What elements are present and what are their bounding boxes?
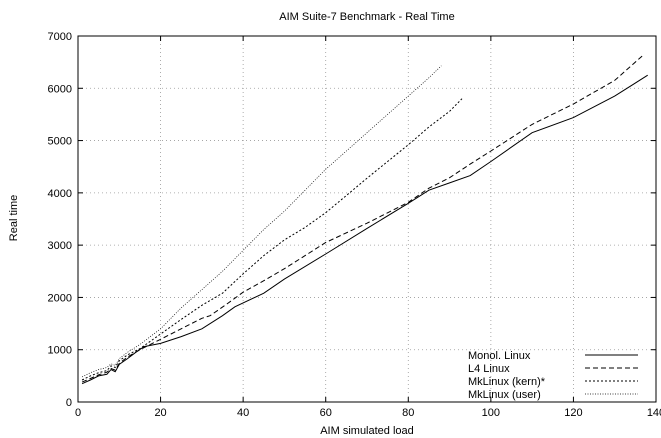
series-line-4	[81, 65, 442, 378]
chart-title: AIM Suite-7 Benchmark - Real Time	[279, 11, 454, 23]
y-tick-label: 3000	[48, 240, 72, 252]
plot-frame	[77, 35, 657, 403]
legend-label: MkLinux (user)	[468, 389, 541, 401]
x-axis-label: AIM simulated load	[320, 425, 414, 437]
y-tick-label: 7000	[48, 31, 72, 43]
legend-label: L4 Linux	[468, 363, 510, 375]
series-lines	[81, 54, 648, 385]
x-tick-label: 140	[647, 407, 661, 419]
y-axis-label: Real time	[8, 195, 20, 241]
x-tick-label: 0	[75, 407, 81, 419]
y-tick-label: 1000	[48, 345, 72, 357]
x-tick-label: 40	[237, 407, 249, 419]
series-line-3	[81, 98, 463, 381]
series-line-1	[81, 74, 648, 385]
x-tick-label: 60	[320, 407, 332, 419]
x-tick-label: 80	[402, 407, 414, 419]
y-tick-label: 5000	[48, 136, 72, 148]
x-tick-label: 100	[482, 407, 500, 419]
y-tick-label: 0	[66, 397, 72, 409]
axes: 0 20 40 60 80 100 120 140 0 1000 2000 3000 4000 5000 6…	[48, 31, 661, 419]
y-tick-label: 4000	[48, 188, 72, 200]
y-tick-label: 6000	[48, 83, 72, 95]
y-tick-label: 2000	[48, 292, 72, 304]
legend-label: Monol. Linux	[468, 350, 531, 362]
x-tick-label: 20	[154, 407, 166, 419]
x-tick-label: 120	[564, 407, 582, 419]
legend-label: MkLinux (kern)*	[468, 376, 546, 388]
series-line-2	[81, 54, 644, 383]
grid	[78, 36, 656, 402]
